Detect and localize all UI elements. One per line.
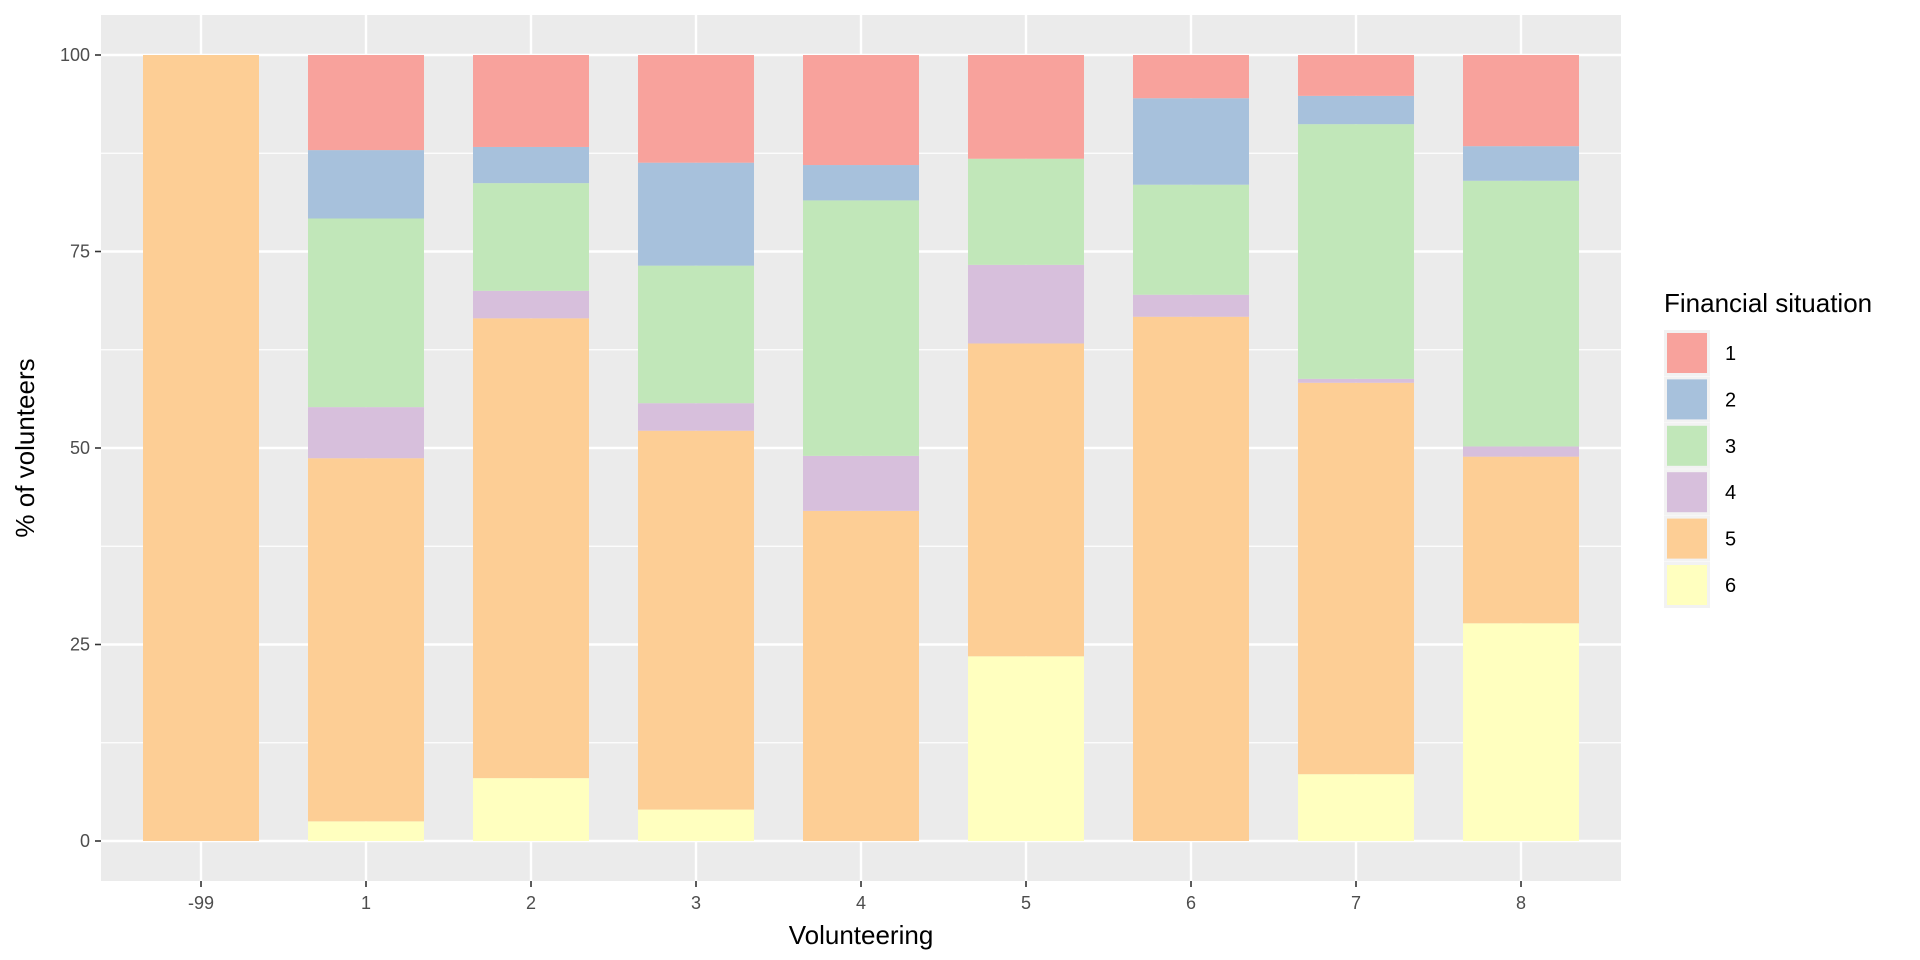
- bar-segment: [308, 150, 424, 219]
- bar-segment: [1463, 446, 1579, 457]
- bar-segment: [803, 455, 919, 511]
- legend-item: 1: [1664, 330, 1736, 376]
- bar-segment: [803, 165, 919, 201]
- bar-segment: [473, 146, 589, 184]
- bar-segment: [1133, 184, 1249, 295]
- legend-item: 4: [1664, 469, 1736, 516]
- bar-segment: [638, 430, 754, 810]
- bar-segment: [1133, 294, 1249, 317]
- y-tick-label: 100: [60, 45, 90, 65]
- y-tick-label: 50: [70, 438, 90, 458]
- bar-segment: [308, 458, 424, 822]
- bar-segment: [1463, 456, 1579, 624]
- bar-segment: [1463, 146, 1579, 181]
- bar-segment: [1298, 378, 1414, 383]
- bar-segment: [308, 218, 424, 408]
- y-axis-title: % of volunteers: [10, 358, 40, 537]
- x-axis-title: Volunteering: [789, 920, 934, 950]
- bar-segment: [968, 343, 1084, 657]
- legend-label: 4: [1725, 482, 1736, 504]
- legend-item: 3: [1664, 422, 1736, 469]
- legend-item: 6: [1664, 562, 1736, 608]
- bar-segment: [1463, 180, 1579, 447]
- bar-segment: [1463, 55, 1579, 147]
- legend-swatch: [1667, 472, 1707, 513]
- bar-segment: [803, 200, 919, 456]
- legend-label: 5: [1725, 529, 1736, 551]
- bar-segment: [473, 778, 589, 841]
- bar-segment: [1298, 55, 1414, 96]
- legend-item: 2: [1664, 376, 1736, 423]
- legend-label: 2: [1725, 389, 1736, 411]
- bars: [143, 55, 1579, 841]
- legend-swatch: [1667, 425, 1707, 466]
- y-axis-ticks: 0 25 50 75 100: [60, 45, 101, 851]
- bar-segment: [803, 55, 919, 166]
- x-tick-label: 4: [856, 893, 866, 913]
- legend-items: 1 2 3 4 5 6: [1664, 330, 1736, 608]
- y-tick-label: 0: [80, 831, 90, 851]
- bar-segment: [308, 821, 424, 841]
- bar-segment: [638, 809, 754, 841]
- bar-segment: [1133, 98, 1249, 185]
- bar-segment: [473, 55, 589, 147]
- legend-swatch: [1667, 379, 1707, 420]
- bar-segment: [143, 55, 259, 841]
- bar-segment: [968, 55, 1084, 159]
- legend-swatch: [1667, 333, 1707, 373]
- x-tick-label: -99: [188, 893, 214, 913]
- legend-label: 6: [1725, 575, 1736, 597]
- bar-segment: [473, 318, 589, 779]
- x-tick-label: 2: [526, 893, 536, 913]
- bar-segment: [1133, 55, 1249, 99]
- legend-swatch: [1667, 565, 1707, 605]
- bar-segment: [473, 183, 589, 291]
- bar-segment: [308, 407, 424, 459]
- bar-segment: [1298, 124, 1414, 379]
- legend-label: 3: [1725, 436, 1736, 458]
- bar-segment: [308, 55, 424, 151]
- bar-segment: [638, 162, 754, 266]
- x-axis-ticks: -99 1 2 3 4 5 6 7 8: [188, 881, 1526, 913]
- bar-segment: [1298, 382, 1414, 775]
- bar-segment: [1133, 316, 1249, 841]
- y-tick-label: 25: [70, 635, 90, 655]
- bar-segment: [638, 55, 754, 163]
- x-tick-label: 5: [1021, 893, 1031, 913]
- legend-item: 5: [1664, 515, 1736, 562]
- bar-segment: [968, 264, 1084, 344]
- y-tick-label: 75: [70, 242, 90, 262]
- legend-label: 1: [1725, 343, 1736, 365]
- bar-segment: [968, 656, 1084, 841]
- bar-segment: [1298, 774, 1414, 841]
- bar-segment: [473, 290, 589, 319]
- legend-swatch: [1667, 518, 1707, 559]
- bar-segment: [968, 158, 1084, 265]
- legend: Financial situation 1 2 3 4 5 6: [1664, 288, 1872, 608]
- bar-segment: [638, 403, 754, 431]
- x-tick-label: 3: [691, 893, 701, 913]
- bar-segment: [1298, 95, 1414, 125]
- x-tick-label: 8: [1516, 893, 1526, 913]
- x-tick-label: 7: [1351, 893, 1361, 913]
- legend-title: Financial situation: [1664, 288, 1872, 318]
- x-tick-label: 6: [1186, 893, 1196, 913]
- bar-segment: [803, 510, 919, 841]
- x-tick-label: 1: [361, 893, 371, 913]
- bar-segment: [638, 265, 754, 404]
- bar-segment: [1463, 623, 1579, 841]
